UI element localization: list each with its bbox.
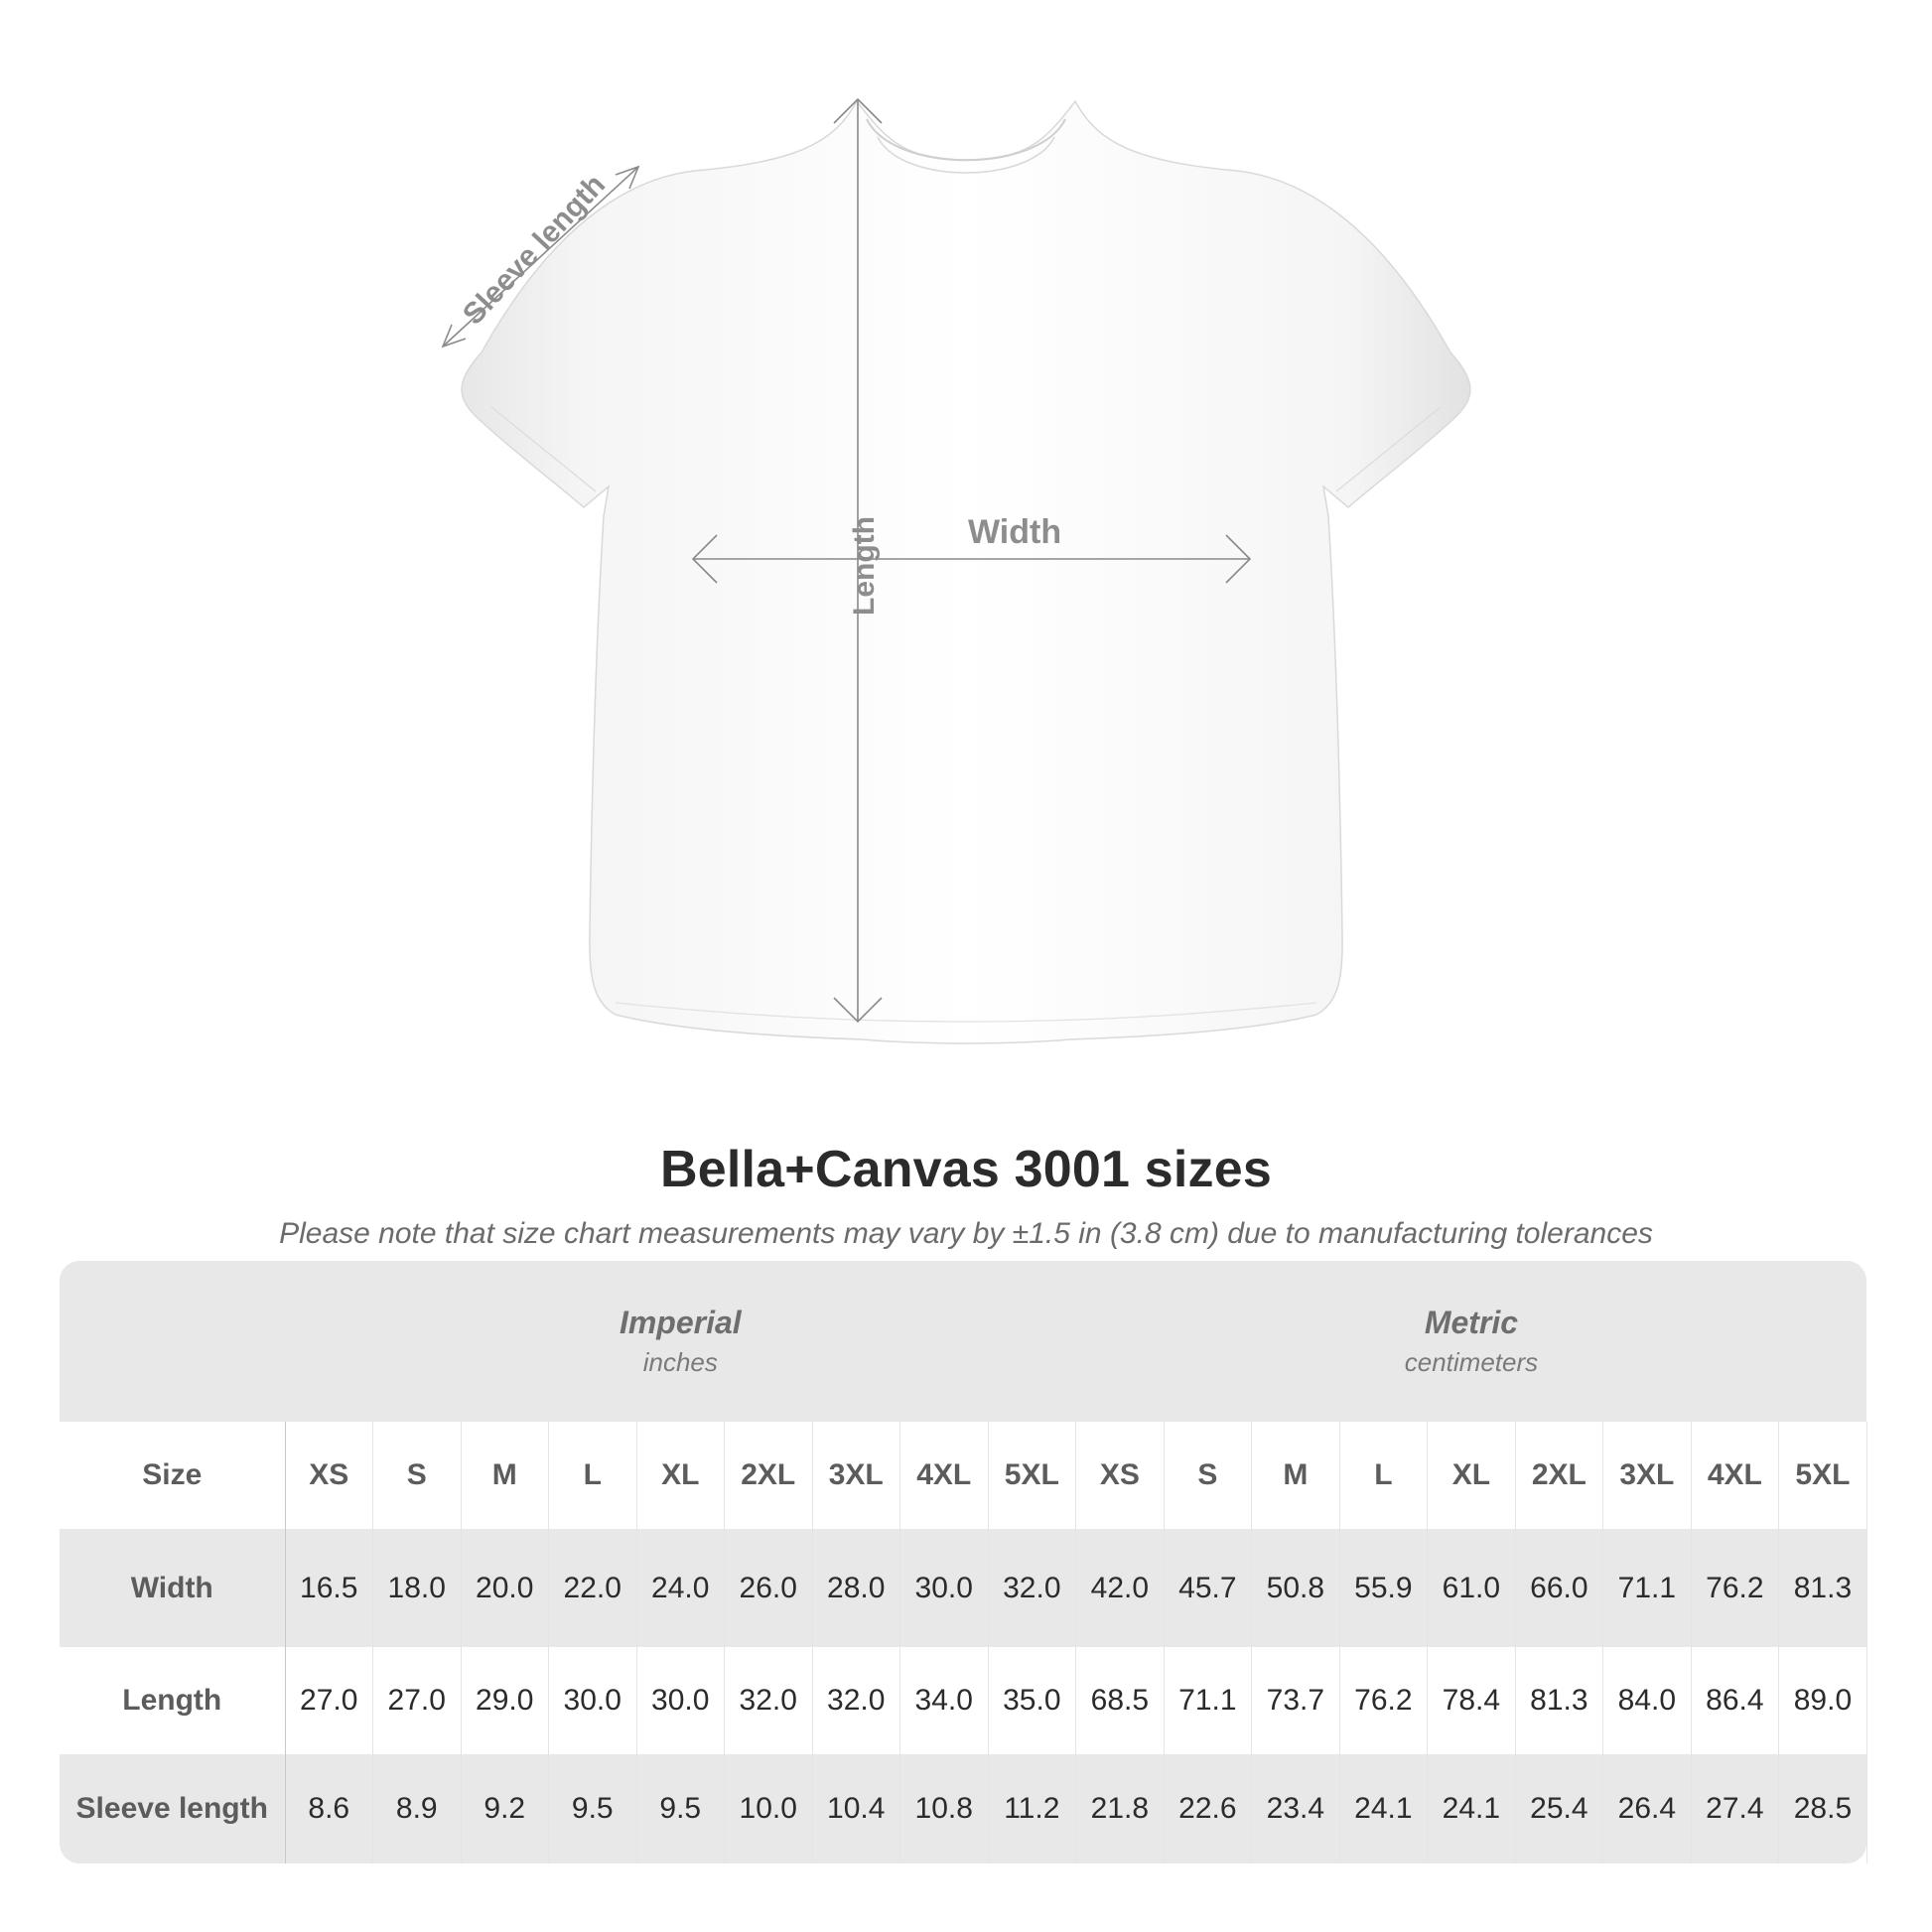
- svg-text:Width: Width: [968, 513, 1061, 551]
- svg-text:Length: Length: [848, 516, 881, 616]
